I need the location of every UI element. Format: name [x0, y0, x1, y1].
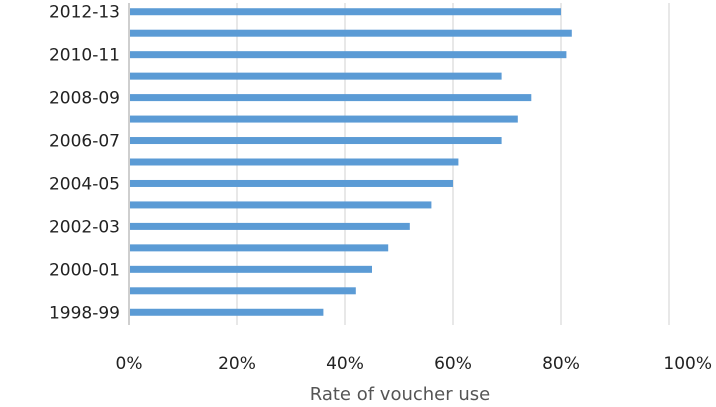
bar-2004-05	[130, 179, 453, 187]
x-tick-label: 80%	[542, 354, 580, 374]
category-labels: 1998-99 2000-01 2002-03 2004-05 2006-07 2008-…	[49, 3, 120, 324]
x-tick-label: 40%	[326, 354, 364, 374]
bar-2012-13	[130, 8, 561, 16]
bar-2008-09	[130, 94, 532, 102]
category-label: 2004-05	[49, 174, 120, 194]
bar-2005-06	[130, 158, 459, 166]
bar-1999-00	[130, 287, 356, 295]
x-tick-label: 100%	[663, 354, 712, 374]
bar-1998-99	[130, 308, 324, 316]
category-label: 2000-01	[49, 260, 120, 280]
category-label: 2012-13	[49, 3, 120, 23]
x-axis-title: Rate of voucher use	[310, 384, 491, 405]
category-label: 2008-09	[49, 89, 120, 109]
bar-2007-08	[130, 115, 518, 123]
category-label: 2006-07	[49, 132, 120, 152]
bar-2011-12	[130, 29, 572, 37]
bars	[130, 8, 572, 316]
category-label: 2002-03	[49, 217, 120, 237]
bar-2002-03	[130, 222, 410, 230]
bar-2009-10	[130, 72, 502, 80]
x-tick-labels: 0% 20% 40% 60% 80% 100%	[116, 354, 712, 374]
bar-2006-07	[130, 137, 502, 145]
bar-2003-04	[130, 201, 432, 209]
bar-2010-11	[130, 51, 567, 59]
x-tick-label: 60%	[434, 354, 472, 374]
x-tick-label: 20%	[218, 354, 256, 374]
bar-2000-01	[130, 265, 372, 273]
category-label: 1998-99	[49, 303, 120, 323]
x-tick-label: 0%	[116, 354, 143, 374]
category-label: 2010-11	[49, 46, 120, 66]
bar-2001-02	[130, 244, 389, 252]
